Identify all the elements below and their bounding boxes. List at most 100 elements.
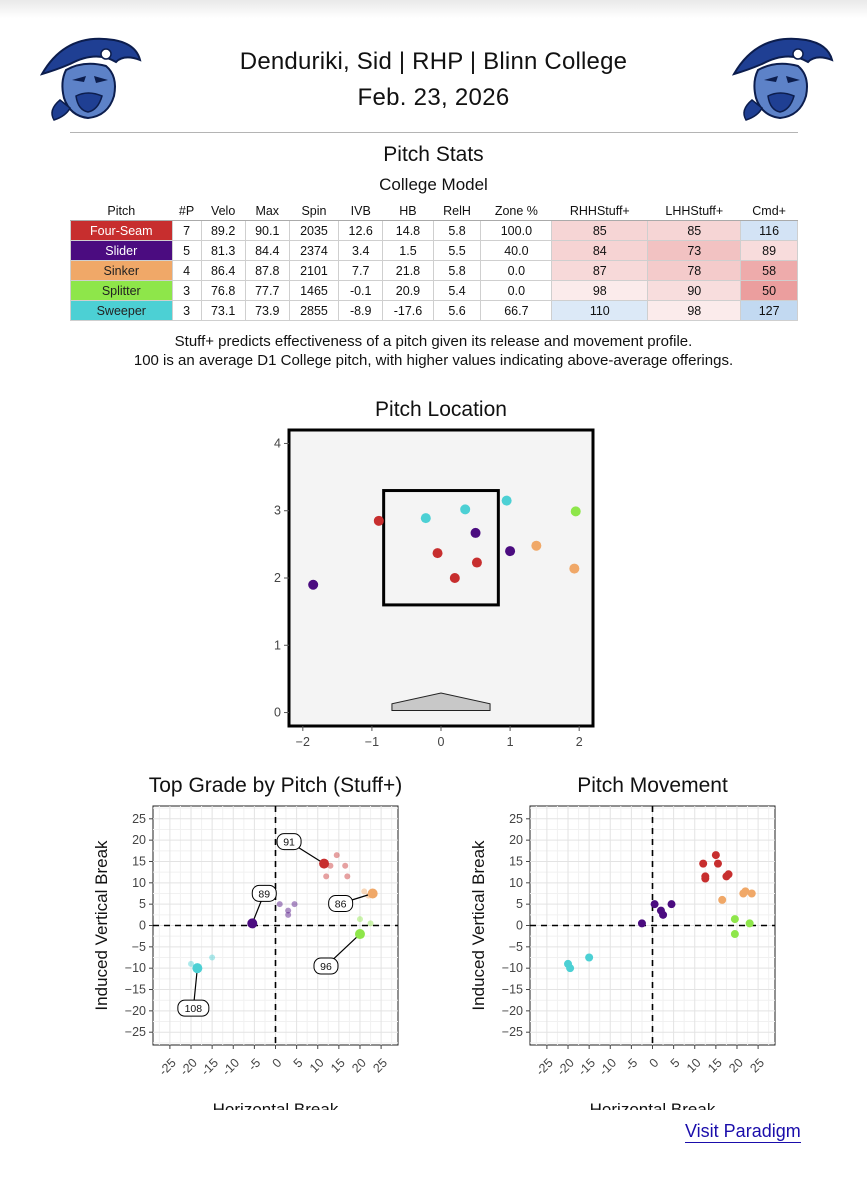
pitch-point: [701, 874, 710, 883]
column-header: Max: [245, 202, 290, 221]
y-tick-label: 10: [132, 876, 146, 890]
divider: [70, 132, 798, 133]
x-tick-label: 25: [370, 1056, 390, 1076]
column-header: RelH: [433, 202, 481, 221]
pitch-point: [373, 515, 384, 526]
movement-chart-title: Pitch Movement: [577, 774, 728, 797]
location-plot-area: [287, 428, 595, 728]
pitch-point: [505, 546, 516, 557]
y-tick-label: 10: [509, 876, 523, 890]
team-logo-left: [39, 37, 142, 121]
table-row: Sinker 4 86.4 87.8 2101 7.7 21.8 5.8 0.0 87 78 58: [70, 260, 798, 281]
x-tick-label: -5: [623, 1056, 641, 1074]
pitch-point: [699, 859, 708, 868]
y-tick-label: 1: [274, 638, 281, 652]
x-tick-label: -5: [246, 1056, 264, 1074]
x-tick-label: 1: [507, 735, 514, 749]
table-cell: 2035: [288, 220, 340, 241]
pitch-point: [650, 900, 659, 909]
grade-cell: 73: [647, 240, 742, 261]
x-tick-label: 20: [349, 1056, 369, 1076]
x-tick-label: 15: [328, 1056, 348, 1076]
grade-cell: 85: [647, 220, 742, 241]
table-cell: 77.7: [244, 280, 290, 301]
grade-cell: 87: [551, 260, 649, 281]
grade-cell: 85: [551, 220, 649, 241]
top-grade-point: [354, 929, 365, 940]
stuff-note: Stuff+ predicts effectiveness of a pitch…: [0, 332, 867, 370]
grade-label-box: [276, 833, 302, 851]
pitch-point: [432, 548, 443, 559]
x-tick-label: -10: [220, 1056, 243, 1079]
pitch-point: [276, 901, 283, 908]
x-tick-label: -25: [156, 1056, 179, 1079]
pitch-point: [308, 579, 319, 590]
y-tick-label: 0: [274, 706, 281, 720]
pitch-point: [667, 900, 676, 909]
grade-cell: 78: [647, 260, 742, 281]
table-cell: 20.9: [382, 280, 434, 301]
column-header: Cmd+: [740, 202, 798, 221]
table-cell: -0.1: [338, 280, 384, 301]
y-tick-label: −20: [502, 1004, 523, 1018]
pitch-point: [711, 851, 720, 860]
stats-title: Pitch Stats: [383, 143, 484, 166]
pitch-point: [188, 960, 195, 967]
y-tick-label: 0: [516, 919, 523, 933]
y-tick-label: 20: [509, 833, 523, 847]
y-tick-label: 4: [274, 436, 281, 450]
pitch-point: [730, 915, 739, 924]
x-axis-label: Horizontal Break: [590, 1100, 716, 1110]
x-tick-label: 20: [726, 1056, 746, 1076]
y-tick-label: 3: [274, 504, 281, 518]
stuff-note-line-1: Stuff+ predicts effectiveness of a pitch…: [174, 333, 693, 350]
y-tick-label: −5: [132, 940, 146, 954]
x-tick-label: 25: [747, 1056, 767, 1076]
pitch-point: [285, 911, 292, 918]
x-tick-label: 0: [647, 1056, 662, 1071]
stuff-note-line-2: 100 is an average D1 College pitch, with…: [133, 352, 734, 369]
y-axis-label: Induced Vertical Break: [469, 840, 488, 1011]
pitch-point: [659, 910, 668, 919]
column-header: HB: [382, 202, 434, 221]
table-cell: 5.6: [432, 300, 482, 321]
table-cell: 5.8: [432, 220, 482, 241]
y-tick-label: −25: [502, 1025, 523, 1039]
y-tick-label: −15: [502, 983, 523, 997]
y-tick-label: −25: [125, 1025, 146, 1039]
pitch-name-cell: Sweeper: [70, 300, 173, 321]
y-tick-label: −15: [125, 983, 146, 997]
pitch-point: [333, 852, 340, 859]
pitch-name-cell: Four-Seam: [70, 220, 173, 241]
x-tick-label: 10: [684, 1056, 704, 1076]
visit-paradigm-link[interactable]: Visit Paradigm: [685, 1121, 801, 1143]
x-tick-label: 15: [705, 1056, 725, 1076]
y-tick-label: 15: [509, 854, 523, 868]
strike-zone: [382, 489, 500, 607]
x-tick-label: -25: [533, 1056, 556, 1079]
pitch-point: [356, 916, 363, 923]
top-grade-point: [247, 918, 258, 929]
x-tick-label: -20: [554, 1056, 577, 1079]
table-row: Four-Seam 7 89.2 90.1 2035 12.6 14.8 5.8 100.0 85…: [70, 220, 798, 241]
x-tick-label: -20: [177, 1056, 200, 1079]
pitch-point: [291, 901, 298, 908]
table-cell: 1465: [288, 280, 340, 301]
pitch-point: [585, 953, 594, 962]
pitch-name-cell: Splitter: [70, 280, 173, 301]
y-tick-label: 2: [274, 571, 281, 585]
x-tick-label: 0: [270, 1056, 285, 1071]
grade-label-box: [328, 894, 354, 912]
pitch-point: [323, 873, 330, 880]
pitch-point: [420, 513, 431, 524]
pitch-point: [741, 887, 750, 896]
pitch-point: [361, 888, 368, 895]
x-tick-label: -10: [597, 1056, 620, 1079]
y-tick-label: −10: [502, 961, 523, 975]
grade-cell: 127: [740, 300, 798, 321]
pirate-logo-icon: [39, 37, 142, 121]
grade-cell: 89: [740, 240, 798, 261]
grade-cell: 58: [740, 260, 798, 281]
y-tick-label: 15: [132, 854, 146, 868]
